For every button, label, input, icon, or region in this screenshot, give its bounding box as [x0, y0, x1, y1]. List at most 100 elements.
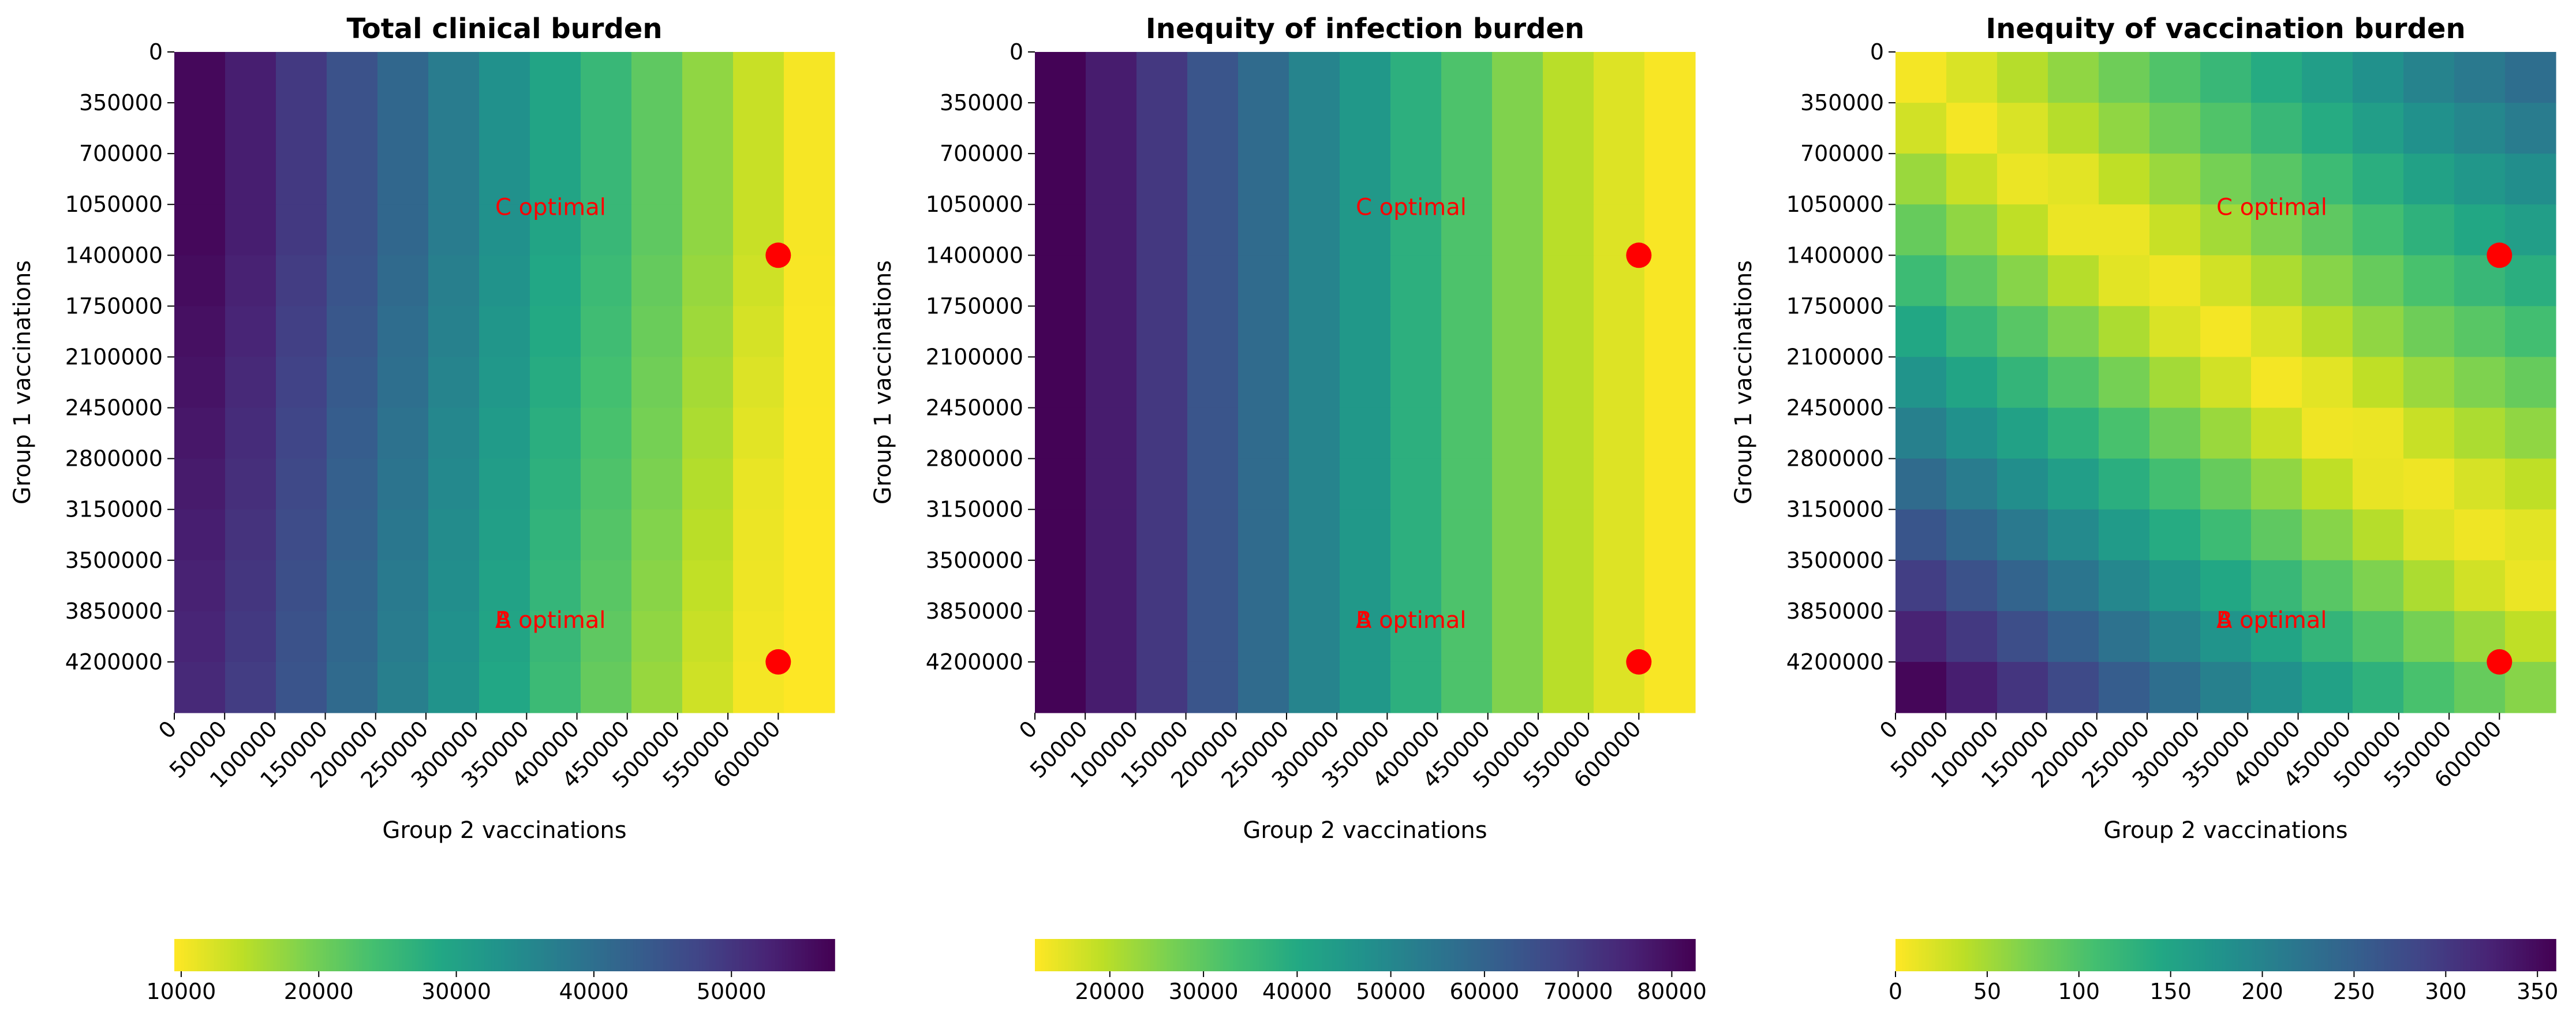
- colorbar-segment: [705, 939, 710, 971]
- colorbar-segment: [1064, 939, 1068, 971]
- y-axis-label: Group 1 vaccinations: [870, 260, 896, 504]
- colorbar-segment: [2506, 939, 2510, 971]
- optimal-marker: [1626, 242, 1652, 268]
- colorbar-segment: [818, 939, 822, 971]
- colorbar-segment: [2119, 939, 2124, 971]
- colorbar-segment: [1329, 939, 1333, 971]
- heatmap-cell: [2403, 407, 2455, 459]
- heatmap-cell: [2353, 204, 2404, 256]
- heatmap-cell: [2048, 509, 2099, 561]
- colorbar-segment: [217, 939, 221, 971]
- colorbar-segment: [551, 939, 555, 971]
- heatmap-cell: [1136, 560, 1188, 612]
- heatmap-cell: [428, 458, 480, 510]
- colorbar-segment: [263, 939, 267, 971]
- colorbar-segment: [672, 939, 677, 971]
- colorbar-segment: [689, 939, 693, 971]
- colorbar-segment: [805, 939, 809, 971]
- colorbar-segment: [1563, 939, 1567, 971]
- colorbar-segment: [811, 939, 816, 971]
- colorbar-segment: [2338, 939, 2342, 971]
- colorbar-segment: [1220, 939, 1224, 971]
- colorbar-segment: [2215, 939, 2220, 971]
- heatmap-cell: [428, 611, 480, 663]
- colorbar-segment: [1200, 939, 1204, 971]
- colorbar-segment: [379, 939, 383, 971]
- heatmap-cell: [377, 154, 429, 205]
- optimal-annotation: B optimal: [1356, 607, 1466, 634]
- colorbar-segment: [2123, 939, 2128, 971]
- colorbar-segment: [2387, 939, 2391, 971]
- colorbar-segment: [682, 939, 687, 971]
- heatmap-cell: [1895, 458, 1947, 510]
- colorbar-segment: [2403, 939, 2408, 971]
- colorbar-segment: [2420, 939, 2424, 971]
- colorbar-segment: [613, 939, 618, 971]
- colorbar-segment: [174, 939, 178, 971]
- colorbar-segment: [1523, 939, 1528, 971]
- heatmap-cell: [377, 560, 429, 612]
- heatmap-cell: [2454, 458, 2506, 510]
- heatmap-cell: [1238, 661, 1289, 713]
- heatmap-cell: [1644, 306, 1696, 358]
- colorbar-segment: [504, 939, 509, 971]
- colorbar-segment: [2196, 939, 2200, 971]
- colorbar-segment: [2232, 939, 2236, 971]
- colorbar-segment: [1312, 939, 1316, 971]
- colorbar-segment: [2110, 939, 2114, 971]
- colorbar-segment: [1394, 939, 1399, 971]
- heatmap-cell: [1441, 661, 1493, 713]
- colorbar-segment: [768, 939, 773, 971]
- colorbar-segment: [2470, 939, 2474, 971]
- heatmap-cell: [2403, 661, 2455, 713]
- colorbar-segment: [1398, 939, 1402, 971]
- colorbar-segment: [2189, 939, 2193, 971]
- colorbar-segment: [1471, 939, 1475, 971]
- heatmap-cell: [1492, 154, 1543, 205]
- heatmap-cell: [479, 103, 530, 154]
- heatmap-cell: [174, 560, 226, 612]
- colorbar-segment: [190, 939, 195, 971]
- heatmap-cell: [2251, 560, 2302, 612]
- heatmap-cell: [2048, 661, 2099, 713]
- heatmap-cell: [2505, 255, 2556, 306]
- heatmap-cell: [1441, 154, 1493, 205]
- colorbar-segment: [1335, 939, 1340, 971]
- heatmap-cell: [428, 204, 480, 256]
- colorbar-segment: [428, 939, 432, 971]
- colorbar-segment: [2401, 939, 2405, 971]
- heatmap-cell: [1136, 255, 1188, 306]
- y-tick-label: 3850000: [1786, 598, 1884, 624]
- colorbar-segment: [775, 939, 779, 971]
- heatmap-cell: [1086, 52, 1137, 103]
- heatmap-cell: [631, 458, 683, 510]
- heatmap-cell: [2149, 204, 2201, 256]
- heatmap-cell: [784, 611, 835, 663]
- colorbar-segment: [1988, 939, 1992, 971]
- colorbar-segment: [1315, 939, 1319, 971]
- colorbar-segment: [293, 939, 297, 971]
- heatmap-cell: [2505, 204, 2556, 256]
- colorbar-segment: [187, 939, 192, 971]
- heatmap-cell: [2454, 407, 2506, 459]
- heatmap-cell: [1136, 611, 1188, 663]
- colorbar-segment: [1365, 939, 1369, 971]
- colorbar-segment: [821, 939, 825, 971]
- heatmap-cell: [1136, 661, 1188, 713]
- heatmap-cell: [276, 509, 327, 561]
- y-tick-label: 2100000: [65, 344, 163, 369]
- colorbar-segment: [1984, 939, 1988, 971]
- colorbar-segment: [2526, 939, 2530, 971]
- optimal-marker: [765, 649, 791, 675]
- heatmap-cell: [2302, 458, 2353, 510]
- colorbar-segment: [762, 939, 766, 971]
- colorbar-segment: [1283, 939, 1287, 971]
- colorbar-segment: [2136, 939, 2141, 971]
- colorbar-segment: [2545, 939, 2550, 971]
- heatmap-cell: [2353, 560, 2404, 612]
- heatmap-cell: [479, 154, 530, 205]
- heatmap-cell: [1136, 52, 1188, 103]
- colorbar-segment: [2149, 939, 2153, 971]
- heatmap-cell: [631, 611, 683, 663]
- heatmap-cell: [733, 154, 784, 205]
